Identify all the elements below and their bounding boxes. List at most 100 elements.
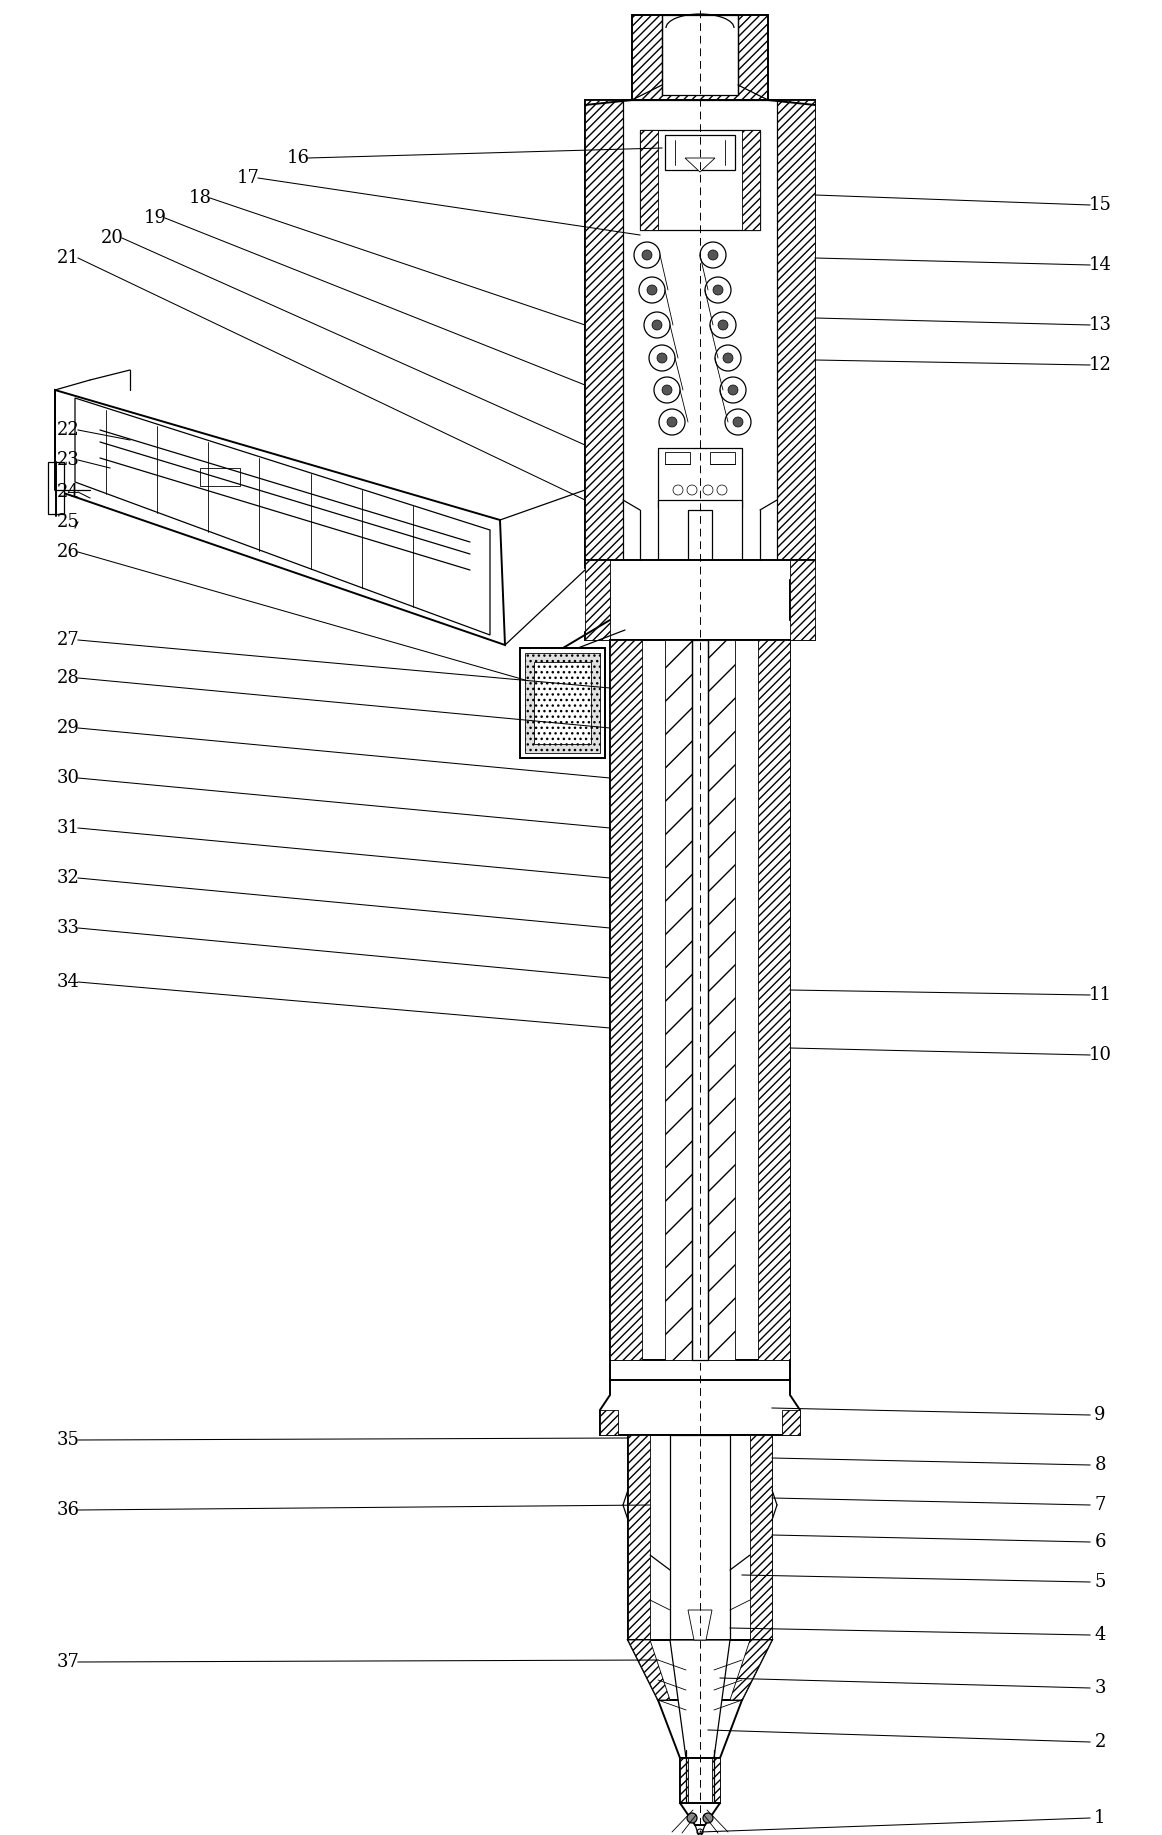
- Polygon shape: [627, 1640, 772, 1699]
- Text: 30: 30: [57, 769, 79, 787]
- Text: 22: 22: [57, 420, 79, 439]
- Polygon shape: [76, 398, 490, 635]
- Bar: [623, 99, 777, 560]
- Polygon shape: [600, 1380, 799, 1435]
- Circle shape: [662, 385, 672, 395]
- Bar: [662, 15, 738, 95]
- Circle shape: [639, 277, 665, 303]
- Circle shape: [703, 1813, 713, 1822]
- Text: 25: 25: [57, 514, 79, 530]
- Bar: [790, 560, 815, 640]
- Circle shape: [647, 284, 657, 295]
- Text: 34: 34: [57, 973, 79, 991]
- Circle shape: [697, 1829, 703, 1835]
- Text: 6: 6: [1095, 1532, 1106, 1551]
- Circle shape: [641, 250, 652, 261]
- Text: 2: 2: [1095, 1732, 1106, 1751]
- Bar: [640, 130, 760, 229]
- Bar: [658, 448, 743, 508]
- Bar: [600, 1409, 618, 1435]
- Polygon shape: [627, 1640, 670, 1699]
- Circle shape: [723, 352, 733, 363]
- Polygon shape: [686, 158, 715, 172]
- Bar: [48, 462, 64, 514]
- Bar: [632, 15, 768, 99]
- Text: 17: 17: [237, 169, 259, 187]
- Circle shape: [729, 385, 738, 395]
- Circle shape: [713, 284, 723, 295]
- Bar: [584, 99, 815, 560]
- Text: 18: 18: [188, 189, 211, 207]
- Text: 37: 37: [57, 1653, 79, 1672]
- Bar: [584, 560, 610, 640]
- Bar: [712, 1758, 720, 1804]
- Circle shape: [700, 242, 726, 268]
- Text: 8: 8: [1095, 1455, 1106, 1474]
- Circle shape: [705, 277, 731, 303]
- Circle shape: [718, 319, 729, 330]
- Circle shape: [667, 417, 677, 428]
- Bar: [758, 640, 790, 1360]
- Circle shape: [715, 345, 741, 371]
- Bar: [670, 1435, 730, 1640]
- Text: 24: 24: [57, 483, 79, 501]
- Bar: [693, 640, 708, 1360]
- Text: 4: 4: [1095, 1626, 1106, 1644]
- Bar: [749, 1435, 772, 1640]
- Text: 33: 33: [57, 919, 79, 938]
- Text: 14: 14: [1089, 257, 1111, 273]
- Text: 12: 12: [1089, 356, 1111, 374]
- Bar: [535, 662, 591, 743]
- Text: 9: 9: [1095, 1406, 1106, 1424]
- Circle shape: [710, 312, 736, 338]
- Bar: [777, 99, 815, 560]
- Bar: [680, 1758, 688, 1804]
- Bar: [610, 640, 790, 1360]
- Bar: [665, 136, 736, 171]
- Polygon shape: [670, 1640, 730, 1758]
- Bar: [200, 468, 241, 486]
- Polygon shape: [688, 1609, 712, 1640]
- Circle shape: [657, 352, 667, 363]
- Text: 28: 28: [57, 670, 79, 686]
- Text: 20: 20: [101, 229, 123, 248]
- Bar: [584, 99, 623, 560]
- Circle shape: [703, 484, 713, 495]
- Bar: [640, 130, 658, 229]
- Circle shape: [659, 409, 686, 435]
- Circle shape: [650, 345, 675, 371]
- Circle shape: [634, 242, 660, 268]
- Circle shape: [733, 417, 743, 428]
- Bar: [525, 653, 600, 752]
- Bar: [688, 510, 712, 560]
- Polygon shape: [730, 1640, 772, 1699]
- Bar: [627, 1435, 772, 1640]
- Circle shape: [725, 409, 751, 435]
- Text: 23: 23: [57, 451, 79, 470]
- Bar: [658, 499, 743, 560]
- Text: 21: 21: [57, 250, 79, 268]
- Text: 3: 3: [1095, 1679, 1106, 1697]
- Polygon shape: [55, 391, 505, 644]
- Bar: [782, 1409, 799, 1435]
- Polygon shape: [658, 1699, 743, 1758]
- Circle shape: [673, 484, 683, 495]
- Text: 16: 16: [287, 149, 309, 167]
- Text: 31: 31: [57, 818, 79, 837]
- Bar: [521, 648, 605, 758]
- Bar: [627, 1435, 650, 1640]
- Text: 36: 36: [57, 1501, 79, 1519]
- Text: 7: 7: [1095, 1496, 1106, 1514]
- Text: 15: 15: [1089, 196, 1111, 215]
- Bar: [610, 640, 641, 1360]
- Polygon shape: [584, 560, 815, 640]
- Text: 26: 26: [57, 543, 79, 562]
- Text: 27: 27: [57, 631, 79, 650]
- Polygon shape: [680, 1804, 720, 1826]
- Bar: [665, 640, 736, 1360]
- Circle shape: [720, 376, 746, 404]
- Circle shape: [652, 319, 662, 330]
- Text: 10: 10: [1089, 1046, 1112, 1064]
- Bar: [710, 451, 736, 464]
- Text: 35: 35: [57, 1431, 79, 1450]
